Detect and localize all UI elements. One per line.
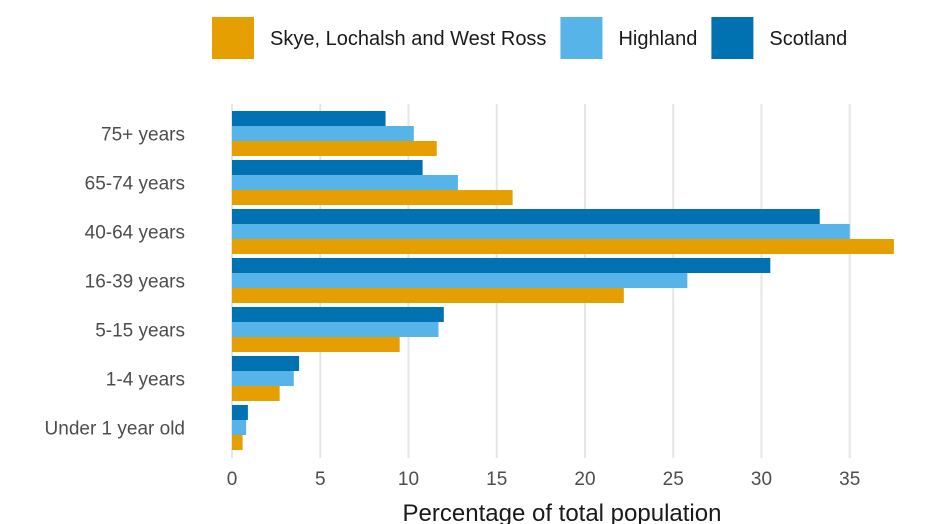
- y-tick-label-65-74-years: 65-74 years: [85, 174, 185, 195]
- bar-16-39-years-skye-lochalsh-and-west-ross: [232, 288, 624, 303]
- bar-40-64-years-skye-lochalsh-and-west-ross: [232, 239, 894, 254]
- chart-legend: Skye, Lochalsh and West Ross Highland Scot…: [212, 17, 847, 59]
- legend-label-scotland: Scotland: [769, 28, 847, 50]
- legend-label-highland: Highland: [618, 28, 697, 50]
- bar-1-4-years-skye-lochalsh-and-west-ross: [232, 386, 280, 401]
- x-tick-label-35: 35: [839, 469, 860, 490]
- legend-swatch-highland: [560, 17, 603, 59]
- bar-16-39-years-highland: [232, 273, 688, 288]
- bar-40-64-years-highland: [232, 224, 850, 239]
- y-tick-label-under-1-year-old: Under 1 year old: [45, 419, 185, 440]
- bar-1-4-years-highland: [232, 371, 294, 386]
- bar-under-1-year-old-highland: [232, 420, 247, 435]
- bar-1-4-years-scotland: [232, 356, 300, 371]
- legend-swatch-skye-lochalsh-and-west-ross: [212, 17, 254, 59]
- x-tick-label-5: 5: [315, 469, 326, 490]
- x-axis-tick-labels: 0 5 10 15 20 25 30 35: [227, 469, 861, 490]
- bar-75-years-scotland: [232, 111, 386, 126]
- y-tick-label-75-years: 75+ years: [101, 125, 185, 146]
- bar-40-64-years-scotland: [232, 209, 820, 224]
- x-tick-label-10: 10: [398, 469, 419, 490]
- x-tick-label-15: 15: [486, 469, 507, 490]
- x-tick-label-0: 0: [227, 469, 238, 490]
- bars-group: [232, 111, 894, 450]
- bar-75-years-skye-lochalsh-and-west-ross: [232, 141, 437, 156]
- y-tick-label-1-4-years: 1-4 years: [106, 370, 185, 391]
- bar-65-74-years-scotland: [232, 160, 423, 175]
- bar-16-39-years-scotland: [232, 258, 771, 273]
- x-tick-label-30: 30: [751, 469, 772, 490]
- y-axis-tick-labels: 75+ years 65-74 years 40-64 years 16-39 yea…: [45, 125, 185, 440]
- x-axis-title: Percentage of total population: [403, 500, 722, 524]
- legend-swatch-scotland: [711, 17, 754, 59]
- y-tick-label-40-64-years: 40-64 years: [85, 223, 185, 244]
- bar-under-1-year-old-skye-lochalsh-and-west-ross: [232, 435, 243, 450]
- x-tick-label-20: 20: [574, 469, 595, 490]
- y-tick-label-5-15-years: 5-15 years: [95, 321, 185, 342]
- bar-5-15-years-skye-lochalsh-and-west-ross: [232, 337, 400, 352]
- x-tick-label-25: 25: [663, 469, 684, 490]
- bar-75-years-highland: [232, 126, 414, 141]
- bar-65-74-years-skye-lochalsh-and-west-ross: [232, 190, 513, 205]
- bar-5-15-years-highland: [232, 322, 439, 337]
- y-tick-label-16-39-years: 16-39 years: [85, 272, 185, 293]
- bar-65-74-years-highland: [232, 175, 458, 190]
- bar-under-1-year-old-scotland: [232, 405, 248, 420]
- legend-label-skye-lochalsh-and-west-ross: Skye, Lochalsh and West Ross: [270, 28, 546, 50]
- bar-5-15-years-scotland: [232, 307, 444, 322]
